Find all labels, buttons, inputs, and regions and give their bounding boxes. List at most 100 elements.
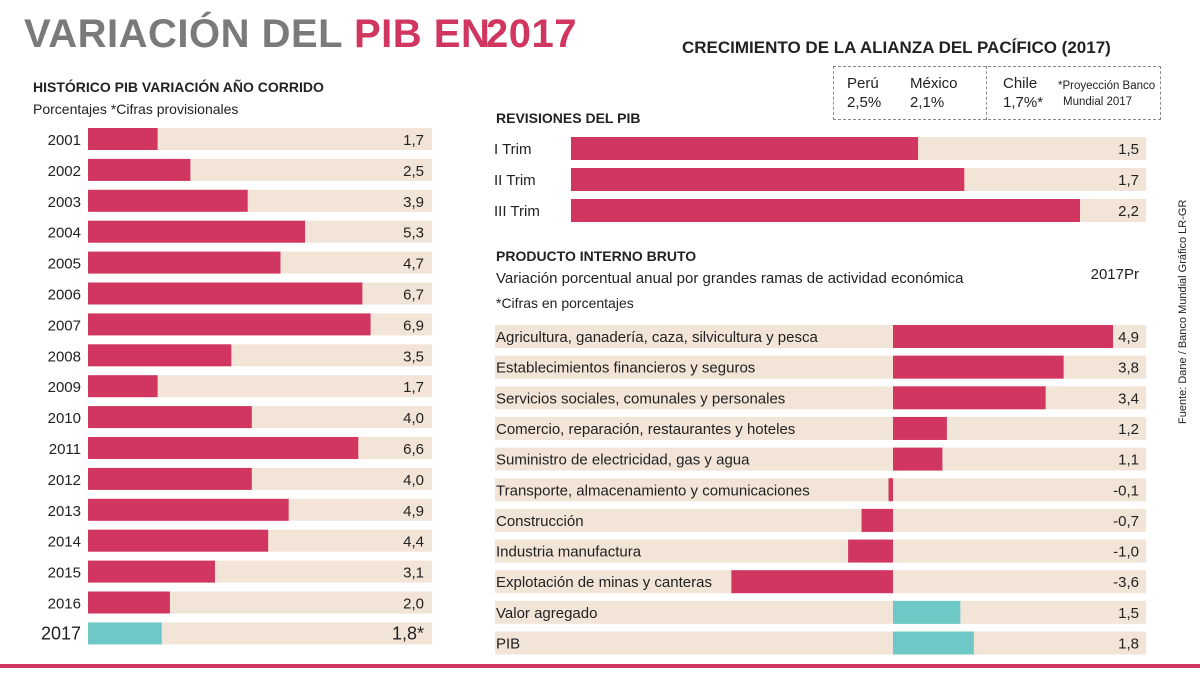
hist-value-label: 4,9 [403,503,424,520]
hist-year-label: 2003 [48,194,81,211]
gdp-category-label: Transporte, almacenamiento y comunicacio… [496,482,810,499]
gdp-bar-5 [888,478,893,502]
rev-value-label: 1,7 [1118,172,1139,189]
gdp-category-label: Servicios sociales, comunales y personal… [496,390,785,407]
hist-value-label: 3,1 [403,565,424,582]
hist-bar-2009 [88,375,158,398]
hist-track [88,622,432,645]
gdp-value-label: 1,5 [1118,605,1139,622]
rev-bar-II Trim [571,168,965,191]
hist-bar-2003 [88,189,248,212]
hist-year-label: 2009 [48,379,81,396]
hist-year-label: 2017 [41,623,81,643]
hist-year-label: 2013 [48,503,81,520]
hist-bar-2002 [88,158,191,181]
hist-value-label: 3,5 [403,348,424,365]
hist-value-label: 3,9 [403,194,424,211]
hist-year-label: 2010 [48,410,81,427]
hist-year-label: 2005 [48,256,81,273]
rev-category-label: II Trim [494,172,536,189]
hist-track [88,128,432,150]
hist-bar-2017 [88,622,162,645]
hist-value-label: 5,3 [403,225,424,242]
hist-year-label: 2002 [48,163,81,180]
hist-year-label: 2014 [48,534,81,551]
gdp-track [495,447,1146,471]
rev-category-label: I Trim [494,141,532,158]
alliance-peru-value: 2,5% [847,94,882,111]
hist-year-label: 2012 [48,472,81,489]
gdp-category-label: Industria manufactura [496,544,642,561]
hist-bar-2010 [88,406,252,429]
gdp-bar-4 [893,447,943,471]
hist-bar-2006 [88,282,363,305]
hist-bar-2005 [88,251,281,274]
hist-value-label: 4,7 [403,256,424,273]
hist-track [88,591,432,614]
gdp-category-label: Construcción [496,513,584,530]
gdp-track [495,600,1146,624]
gdp-value-label: 1,2 [1118,421,1139,438]
alliance-box [833,66,1161,120]
title-year: 2017 [486,12,577,56]
alliance-peru-name: Perú [847,75,879,92]
hist-bar-2013 [88,498,289,521]
title-part-2: PIB EN [354,12,491,56]
gdp-bar-2 [893,386,1046,410]
title-part-1: VARIACIÓN DEL [24,12,354,56]
gdp-track [495,478,1146,502]
hist-value-label: 6,7 [403,287,424,304]
hist-value-label: 1,7 [403,379,424,396]
gdp-column-header: 2017Pr [1091,266,1139,283]
hist-value-label: 2,5 [403,163,424,180]
hist-value-label: 4,0 [403,410,424,427]
gdp-bar-6 [861,508,893,532]
alliance-mexico-value: 2,1% [910,94,945,111]
bottom-rule [0,664,1200,668]
hist-value-label: 1,8* [392,623,424,643]
hist-year-label: 2015 [48,565,81,582]
alliance-note-line-1: *Proyección Banco [1058,80,1156,92]
hist-value-label: 4,4 [403,534,424,551]
alliance-chile-name: Chile [1003,75,1038,92]
gdp-value-label: -0,1 [1113,482,1139,499]
gdp-value-label: 4,9 [1118,329,1139,346]
gdp-bar-9 [893,600,961,624]
alliance-chile-value: 1,7%* [1003,94,1044,111]
gdp-category-label: Agricultura, ganadería, caza, silvicultu… [496,329,818,346]
gdp-value-label: 3,4 [1118,390,1139,407]
gdp-bar-1 [893,355,1064,379]
hist-year-label: 2006 [48,287,81,304]
gdp-track [495,416,1146,440]
hist-year-label: 2016 [48,596,81,613]
alliance-mexico-name: México [910,75,958,92]
gdp-category-label: Explotación de minas y canteras [496,574,712,591]
gdp-title: PRODUCTO INTERNO BRUTO [496,248,696,264]
gdp-value-label: -3,6 [1113,574,1139,591]
gdp-note: *Cifras en porcentajes [496,295,634,311]
alliance-box-divider [986,66,987,120]
hist-value-label: 4,0 [403,472,424,489]
hist-value-label: 2,0 [403,596,424,613]
gdp-bar-0 [893,325,1113,348]
hist-year-label: 2007 [48,317,81,334]
gdp-value-label: -0,7 [1113,513,1139,530]
hist-bar-2007 [88,313,371,336]
hist-title: HISTÓRICO PIB VARIACIÓN AÑO CORRIDO [33,78,324,95]
gdp-value-label: -1,0 [1113,544,1139,561]
hist-value-label: 6,6 [403,441,424,458]
hist-value-label: 6,9 [403,317,424,334]
hist-subtitle: Porcentajes *Cifras provisionales [33,101,238,117]
gdp-category-label: PIB [496,636,520,653]
gdp-category-label: Suministro de electricidad, gas y agua [496,452,750,469]
hist-bar-2012 [88,467,252,490]
gdp-bar-10 [893,631,974,655]
hist-year-label: 2001 [48,132,81,149]
gdp-subtitle: Variación porcentual anual por grandes r… [496,270,964,287]
source-credit: Fuente: Dane / Banco Mundial Gráfico LR-… [1177,199,1189,424]
hist-year-label: 2011 [49,441,81,458]
rev-title: REVISIONES DEL PIB [496,110,640,126]
hist-bar-2011 [88,437,359,459]
